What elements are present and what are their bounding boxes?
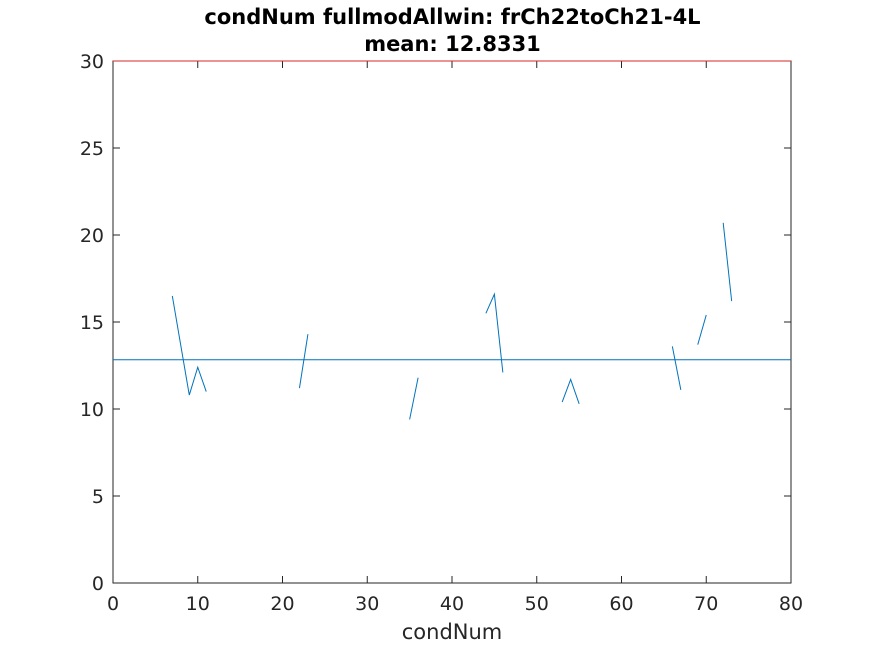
plot-box bbox=[112, 60, 792, 584]
series-line-segment bbox=[671, 346, 682, 390]
x-tick-label: 40 bbox=[440, 593, 464, 615]
axes bbox=[112, 60, 792, 584]
data-series bbox=[113, 60, 791, 420]
x-tick-label: 70 bbox=[694, 593, 718, 615]
x-tick-label: 30 bbox=[355, 593, 379, 615]
y-tick-label: 0 bbox=[92, 573, 104, 595]
tick-labels: 0 10 20 30 40 50 60 70 80 0 5 10 15 20 25 30 bbox=[80, 51, 803, 615]
y-tick-label: 25 bbox=[80, 138, 104, 160]
x-tick-label: 20 bbox=[270, 593, 294, 615]
chart-title: condNum fullmodAllwin: frCh22toCh21-4L bbox=[204, 5, 701, 29]
y-tick-label: 10 bbox=[80, 399, 104, 421]
x-tick-label: 10 bbox=[186, 593, 210, 615]
y-tick-label: 20 bbox=[80, 225, 104, 247]
series-line-segment bbox=[485, 292, 504, 373]
series-line-segment bbox=[409, 377, 419, 420]
series-line-segment bbox=[171, 295, 207, 396]
x-tick-label: 60 bbox=[609, 593, 633, 615]
y-tick-label: 5 bbox=[92, 486, 104, 508]
y-tick-label: 15 bbox=[80, 312, 104, 334]
chart-subtitle: mean: 12.8331 bbox=[364, 32, 541, 56]
x-tick-label: 80 bbox=[779, 593, 803, 615]
x-tick-label: 50 bbox=[525, 593, 549, 615]
x-tick-label: 0 bbox=[107, 593, 119, 615]
series-line-segment bbox=[298, 334, 309, 389]
chart-title-block: condNum fullmodAllwin: frCh22toCh21-4L m… bbox=[0, 4, 875, 58]
series-line-segment bbox=[722, 222, 733, 302]
series-line-segment bbox=[697, 314, 707, 345]
x-axis-label: condNum bbox=[401, 620, 503, 644]
y-tick-label: 30 bbox=[80, 51, 104, 73]
series-line-segment bbox=[561, 377, 580, 404]
